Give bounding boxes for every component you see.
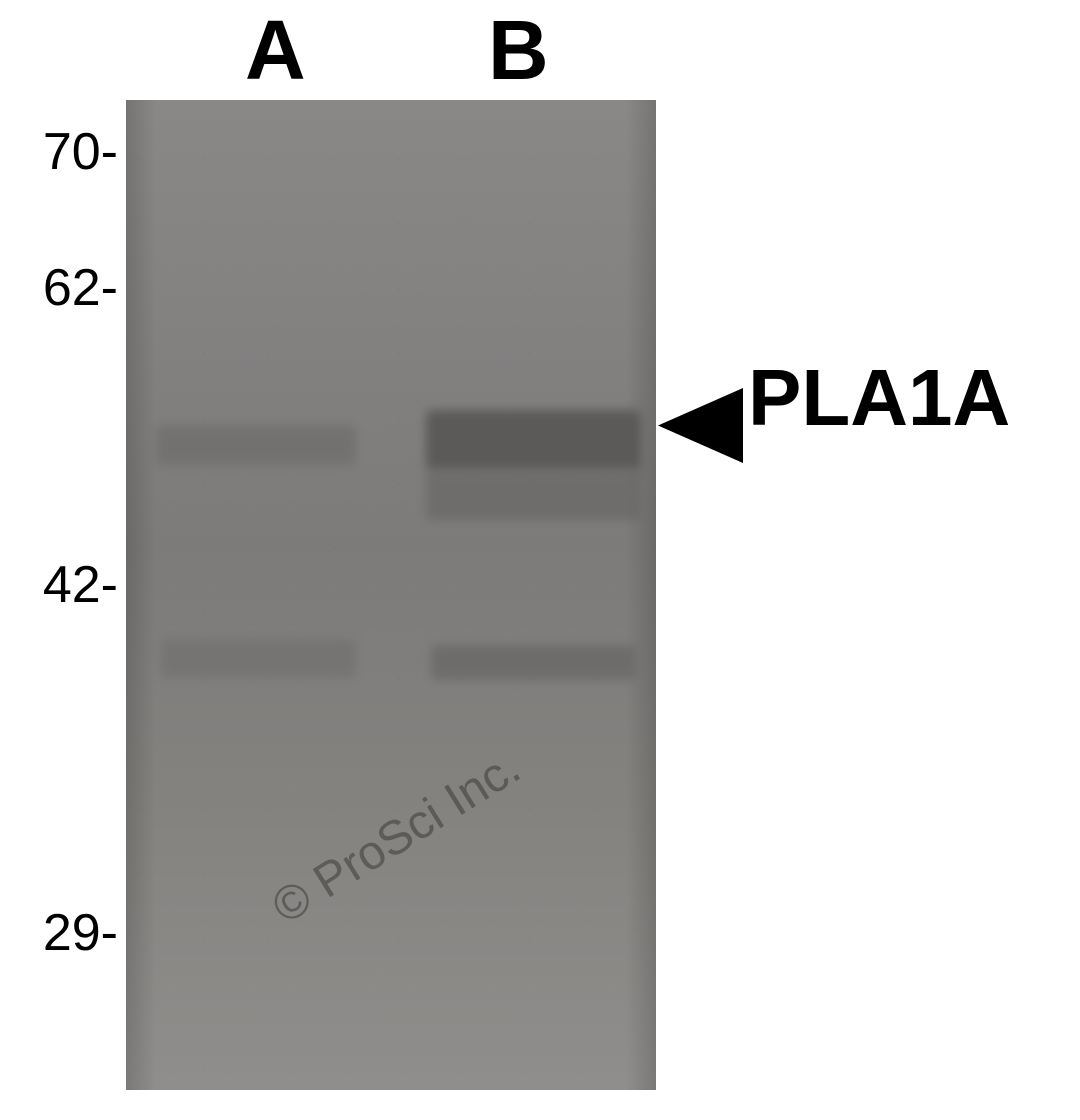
mw-marker-62: 62- <box>43 258 118 318</box>
mw-marker-29: 29- <box>43 903 118 963</box>
blot-edge-right <box>626 100 656 1090</box>
lane-label-b: B <box>488 2 548 99</box>
lane-label-a: A <box>245 2 305 99</box>
band-lane-a-upper <box>156 425 356 465</box>
band-lane-b-lower <box>431 645 636 680</box>
blot-edge-left <box>126 100 156 1090</box>
figure-container: A B 70- 62- 42- 29- © ProSci Inc. PLA1A <box>0 0 1080 1120</box>
target-protein-label: PLA1A <box>748 352 1010 444</box>
arrow-left-icon <box>658 388 743 463</box>
mw-marker-70: 70- <box>43 122 118 182</box>
band-lane-b-smear <box>426 470 641 520</box>
band-lane-b-main <box>426 410 641 470</box>
band-lane-a-lower <box>161 640 356 678</box>
western-blot-membrane: © ProSci Inc. <box>126 100 656 1090</box>
mw-marker-42: 42- <box>43 555 118 615</box>
target-band-indicator <box>658 388 743 463</box>
blot-noise-texture <box>126 100 656 1090</box>
